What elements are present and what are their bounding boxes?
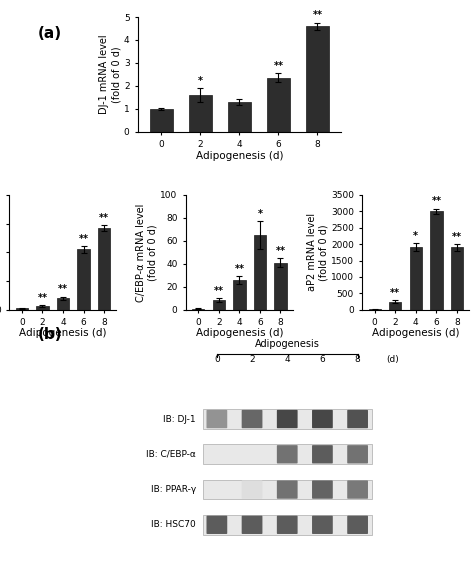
- Bar: [430, 211, 443, 310]
- Text: *: *: [198, 76, 203, 86]
- X-axis label: Adipogenesis (d): Adipogenesis (d): [196, 151, 283, 161]
- Bar: [189, 95, 212, 132]
- Bar: [267, 78, 290, 132]
- FancyBboxPatch shape: [312, 516, 333, 534]
- Text: Adipogenesis: Adipogenesis: [255, 339, 319, 349]
- Bar: [98, 228, 110, 310]
- Bar: [36, 306, 48, 310]
- X-axis label: Adipogenesis (d): Adipogenesis (d): [196, 328, 283, 339]
- Bar: [228, 102, 251, 132]
- Text: **: **: [431, 197, 441, 206]
- Bar: [254, 235, 266, 310]
- Text: **: **: [234, 264, 245, 274]
- Text: **: **: [214, 286, 224, 296]
- FancyBboxPatch shape: [207, 516, 227, 534]
- Bar: [389, 302, 401, 310]
- Bar: [192, 309, 204, 310]
- Y-axis label: C/EBP-α mRNA level
(fold of 0 d): C/EBP-α mRNA level (fold of 0 d): [136, 203, 157, 302]
- Text: **: **: [390, 288, 400, 298]
- Text: **: **: [312, 10, 322, 20]
- FancyBboxPatch shape: [277, 410, 298, 428]
- Text: **: **: [37, 293, 47, 303]
- Text: *: *: [413, 231, 418, 241]
- X-axis label: Adipogenesis (d): Adipogenesis (d): [372, 328, 460, 339]
- Text: **: **: [79, 233, 89, 244]
- Bar: [16, 308, 28, 310]
- Bar: [77, 249, 90, 310]
- FancyBboxPatch shape: [277, 445, 298, 463]
- Text: IB: HSC70: IB: HSC70: [151, 520, 196, 529]
- Text: **: **: [452, 232, 462, 242]
- Text: 2: 2: [249, 356, 255, 365]
- Bar: [306, 26, 329, 132]
- Text: 8: 8: [355, 356, 360, 365]
- Text: **: **: [273, 61, 283, 71]
- FancyBboxPatch shape: [277, 481, 298, 499]
- Text: 6: 6: [319, 356, 325, 365]
- FancyBboxPatch shape: [312, 410, 333, 428]
- Bar: [150, 109, 173, 132]
- Y-axis label: aP2 mRNA level
(fold of 0 d): aP2 mRNA level (fold of 0 d): [307, 214, 328, 291]
- Text: 4: 4: [284, 356, 290, 365]
- Text: IB: PPAR-γ: IB: PPAR-γ: [151, 485, 196, 494]
- Bar: [274, 262, 287, 310]
- Text: (a): (a): [38, 26, 62, 40]
- Text: **: **: [58, 284, 68, 294]
- Text: IB: DJ-1: IB: DJ-1: [163, 415, 196, 424]
- Text: (b): (b): [38, 327, 63, 341]
- Bar: [451, 248, 463, 310]
- FancyBboxPatch shape: [347, 516, 368, 534]
- FancyBboxPatch shape: [347, 445, 368, 463]
- FancyBboxPatch shape: [347, 410, 368, 428]
- Bar: [213, 300, 225, 310]
- Y-axis label: DJ-1 mRNA level
(fold of 0 d): DJ-1 mRNA level (fold of 0 d): [100, 35, 121, 114]
- FancyBboxPatch shape: [203, 480, 372, 499]
- Text: IB: C/EBP-α: IB: C/EBP-α: [146, 450, 196, 459]
- X-axis label: Adipogenesis (d): Adipogenesis (d): [19, 328, 107, 339]
- FancyBboxPatch shape: [203, 515, 372, 534]
- FancyBboxPatch shape: [207, 410, 227, 428]
- FancyBboxPatch shape: [312, 481, 333, 499]
- FancyBboxPatch shape: [347, 481, 368, 499]
- FancyBboxPatch shape: [312, 445, 333, 463]
- Bar: [410, 248, 422, 310]
- FancyBboxPatch shape: [277, 516, 298, 534]
- FancyBboxPatch shape: [203, 444, 372, 464]
- Text: *: *: [257, 209, 263, 219]
- Text: **: **: [275, 246, 285, 256]
- FancyBboxPatch shape: [242, 410, 263, 428]
- Text: (d): (d): [386, 356, 399, 365]
- FancyBboxPatch shape: [242, 516, 263, 534]
- FancyBboxPatch shape: [203, 409, 372, 429]
- Text: 0: 0: [214, 356, 220, 365]
- Bar: [57, 298, 69, 310]
- FancyBboxPatch shape: [242, 481, 263, 499]
- Text: **: **: [99, 213, 109, 223]
- Bar: [233, 280, 246, 310]
